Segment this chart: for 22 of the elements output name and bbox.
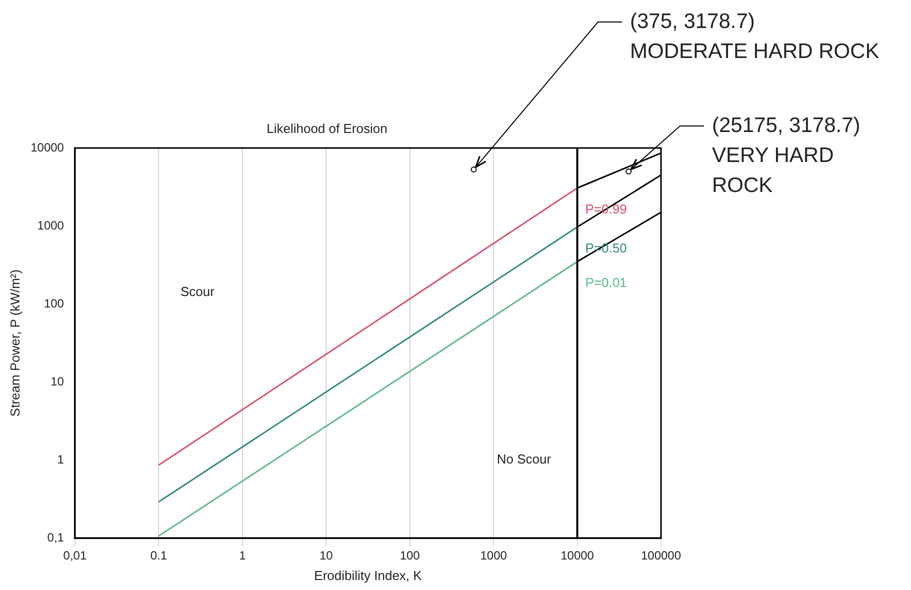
x-axis-title: Erodibility Index, K (314, 568, 422, 583)
x-tick-label: 1 (239, 548, 246, 563)
x-tick-label: 0.1 (150, 548, 168, 563)
x-tick-label: 1000 (480, 548, 508, 563)
x-tick-label: 0,01 (63, 548, 87, 563)
annotation: Scour (180, 284, 216, 299)
y-tick-label: 10000 (30, 140, 64, 154)
series-label: P=0.01 (585, 275, 627, 290)
x-tick-label: 10000 (560, 548, 594, 563)
y-tick-label: 1 (57, 452, 64, 466)
y-tick-label: 1000 (37, 218, 64, 232)
x-tick-label: 10 (319, 548, 334, 563)
x-tick-label: 100 (400, 548, 420, 563)
annotation: (375, 3178.7) MODERATE HARD ROCK (630, 10, 880, 63)
y-tick-label: 10 (50, 374, 64, 388)
x-tick-label: 100000 (640, 548, 682, 563)
annotation: No Scour (496, 452, 552, 467)
y-tick-label: 0,1 (47, 530, 64, 544)
annotation: (25175, 3178.7) VERY HARD ROCK (712, 114, 860, 197)
y-tick-label: 100 (44, 296, 64, 310)
chart-title: Likelihood of Erosion (266, 121, 388, 136)
y-axis-title: Stream Power, P (kW/m²) (7, 269, 22, 417)
